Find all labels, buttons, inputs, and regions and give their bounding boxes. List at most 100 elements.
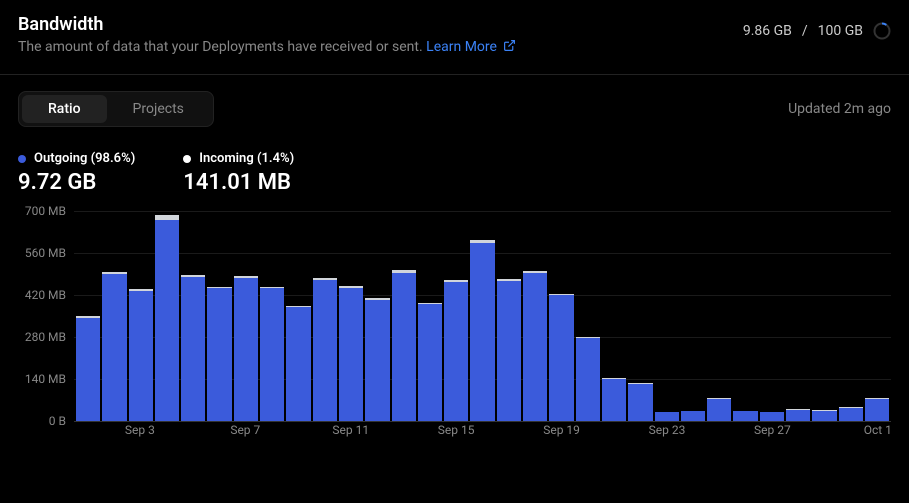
bar-outgoing xyxy=(155,220,179,421)
bar[interactable] xyxy=(839,211,863,421)
y-tick-label: 280 MB xyxy=(25,330,66,344)
bar[interactable] xyxy=(733,211,757,421)
external-link-icon xyxy=(503,39,516,56)
legend-row: Outgoing (98.6%) 9.72 GB Incoming (1.4%)… xyxy=(18,151,891,195)
bar[interactable] xyxy=(418,211,442,421)
x-tick-label: Sep 23 xyxy=(649,423,686,437)
bar-outgoing xyxy=(181,277,205,421)
bar[interactable] xyxy=(549,211,573,421)
x-tick-label: Sep 27 xyxy=(754,423,791,437)
bar[interactable] xyxy=(392,211,416,421)
bar-outgoing xyxy=(260,288,284,421)
bar[interactable] xyxy=(102,211,126,421)
bar[interactable] xyxy=(760,211,784,421)
tabs-row: Ratio Projects Updated 2m ago xyxy=(18,91,891,127)
bar[interactable] xyxy=(129,211,153,421)
bar-outgoing xyxy=(392,273,416,422)
bar[interactable] xyxy=(812,211,836,421)
bar-outgoing xyxy=(733,411,757,421)
legend-incoming: Incoming (1.4%) 141.01 MB xyxy=(183,151,294,195)
usage-sep: / xyxy=(802,23,808,39)
panel-title: Bandwidth xyxy=(18,14,743,35)
legend-outgoing-text: Outgoing (98.6%) xyxy=(34,151,135,166)
legend-incoming-label: Incoming (1.4%) xyxy=(183,151,294,166)
learn-more-label: Learn More xyxy=(426,39,497,55)
x-tick-label: Oct 1 xyxy=(864,423,892,437)
dot-icon xyxy=(183,155,191,163)
bar[interactable] xyxy=(497,211,521,421)
y-tick-label: 420 MB xyxy=(25,288,66,302)
bar[interactable] xyxy=(865,211,889,421)
bar-outgoing xyxy=(707,399,731,422)
bar-outgoing xyxy=(523,273,547,422)
bar[interactable] xyxy=(207,211,231,421)
bar-outgoing xyxy=(655,412,679,421)
legend-incoming-value: 141.01 MB xyxy=(183,170,294,195)
ring-track xyxy=(875,24,890,39)
bar-outgoing xyxy=(102,274,126,421)
bar[interactable] xyxy=(681,211,705,421)
bar-outgoing xyxy=(286,307,310,421)
bar-outgoing xyxy=(129,291,153,422)
bar[interactable] xyxy=(707,211,731,421)
tab-ratio[interactable]: Ratio xyxy=(22,95,107,123)
legend-outgoing-label: Outgoing (98.6%) xyxy=(18,151,135,166)
bar[interactable] xyxy=(365,211,389,421)
header-divider xyxy=(0,74,909,75)
bar-outgoing xyxy=(470,243,494,421)
usage-ring-icon xyxy=(873,22,891,40)
legend-incoming-text: Incoming (1.4%) xyxy=(199,151,294,166)
bar[interactable] xyxy=(181,211,205,421)
bar-outgoing xyxy=(602,379,626,421)
bar-outgoing xyxy=(339,288,363,422)
usage-meter: 9.86 GB / 100 GB xyxy=(743,14,891,40)
panel-subtitle: The amount of data that your Deployments… xyxy=(18,39,743,56)
bar-outgoing xyxy=(681,411,705,421)
bar[interactable] xyxy=(339,211,363,421)
bar-outgoing xyxy=(418,304,442,421)
bar[interactable] xyxy=(602,211,626,421)
usage-used: 9.86 GB xyxy=(743,23,792,39)
bar-outgoing xyxy=(812,411,836,422)
legend-outgoing-value: 9.72 GB xyxy=(18,170,135,195)
x-tick-label: Sep 15 xyxy=(438,423,475,437)
x-axis: Sep 3 Sep 7 Sep 11 Sep 15 Sep 19 Sep 23 Sep 27… xyxy=(74,423,891,441)
bar[interactable] xyxy=(155,211,179,421)
bar[interactable] xyxy=(313,211,337,421)
bar-outgoing xyxy=(628,384,652,422)
x-tick-label: Sep 19 xyxy=(543,423,580,437)
updated-text: Updated 2m ago xyxy=(788,101,891,117)
bar[interactable] xyxy=(76,211,100,421)
x-tick-label: Sep 11 xyxy=(332,423,369,437)
bar[interactable] xyxy=(286,211,310,421)
bar-outgoing xyxy=(839,408,863,422)
y-tick-label: 0 B xyxy=(49,414,66,428)
bar[interactable] xyxy=(260,211,284,421)
legend-outgoing: Outgoing (98.6%) 9.72 GB xyxy=(18,151,135,195)
header-row: Bandwidth The amount of data that your D… xyxy=(18,14,891,56)
header-left: Bandwidth The amount of data that your D… xyxy=(18,14,743,56)
learn-more-link[interactable]: Learn More xyxy=(426,39,516,55)
bar-outgoing xyxy=(865,399,889,422)
bar-outgoing xyxy=(234,278,258,421)
dot-icon xyxy=(18,155,26,163)
bar-outgoing xyxy=(549,295,573,421)
tab-projects[interactable]: Projects xyxy=(107,95,210,123)
x-tick-label: Sep 7 xyxy=(230,423,260,437)
bar[interactable] xyxy=(576,211,600,421)
y-tick-label: 700 MB xyxy=(25,204,66,218)
x-tick-label: Sep 3 xyxy=(125,423,155,437)
bar[interactable] xyxy=(470,211,494,421)
y-tick-label: 560 MB xyxy=(25,246,66,260)
usage-limit: 100 GB xyxy=(818,23,863,39)
bar[interactable] xyxy=(628,211,652,421)
bar[interactable] xyxy=(444,211,468,421)
bar-outgoing xyxy=(76,318,100,422)
bar[interactable] xyxy=(786,211,810,421)
bar[interactable] xyxy=(655,211,679,421)
bar-outgoing xyxy=(365,300,389,422)
bar[interactable] xyxy=(234,211,258,421)
bar[interactable] xyxy=(523,211,547,421)
bandwidth-chart: 700 MB560 MB420 MB280 MB140 MB0 B Sep 3S… xyxy=(74,211,891,441)
bar-outgoing xyxy=(786,410,810,421)
